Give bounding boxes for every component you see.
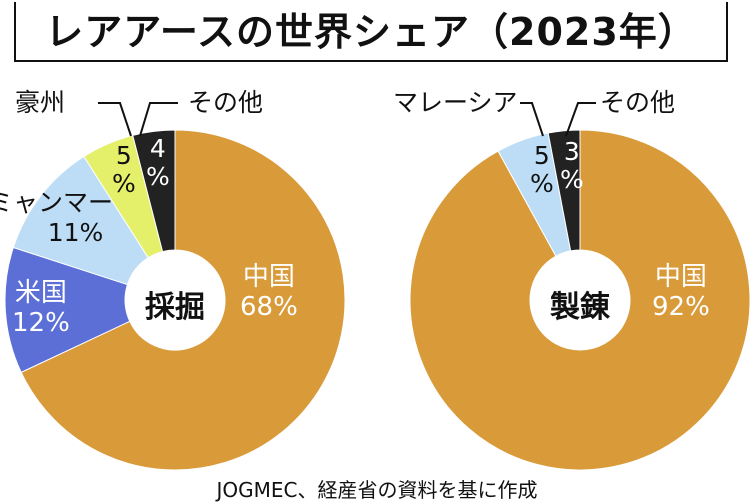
leader-line-0 — [98, 102, 132, 137]
leader-line-3 — [565, 102, 596, 137]
slice-label-usa-mining: 米国 12% — [12, 278, 70, 338]
donut-hole-0 — [125, 250, 225, 350]
slice-label-other-mining-value: 4% — [146, 134, 170, 191]
leader-line-2 — [520, 102, 544, 137]
slice-label-australia-name: 豪州 — [15, 88, 66, 117]
leader-line-1 — [139, 102, 178, 137]
chart-title: レアアースの世界シェア（2023年） — [14, 2, 728, 62]
slice-label-malaysia-name: マレーシア — [393, 88, 518, 117]
slice-label-myanmar-mining: ミャンマー 11% — [0, 188, 114, 247]
slice-label-china-refining: 中国 92% — [652, 262, 710, 322]
slice-label-other-refining-value: 3% — [560, 137, 584, 194]
slice-label-other-mining-name: その他 — [188, 88, 264, 117]
donut-hole-1 — [530, 250, 630, 350]
slice-label-malaysia-value: 5% — [530, 141, 554, 198]
center-label-refining: 製錬 — [550, 290, 610, 325]
slice-label-china-mining: 中国 68% — [240, 262, 298, 322]
slice-label-australia-value: 5% — [112, 141, 136, 198]
slice-label-other-refining-name: その他 — [600, 88, 676, 117]
center-label-mining: 採掘 — [145, 290, 205, 325]
source-note: JOGMEC、経産省の資料を基に作成 — [216, 478, 538, 502]
